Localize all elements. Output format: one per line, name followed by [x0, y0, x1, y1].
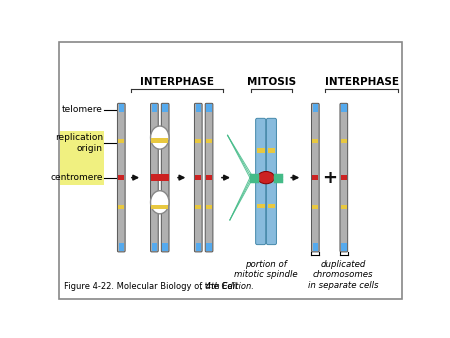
FancyBboxPatch shape: [194, 103, 202, 252]
Bar: [152, 243, 157, 251]
Bar: [162, 205, 168, 209]
Bar: [312, 175, 319, 180]
FancyBboxPatch shape: [266, 180, 276, 245]
Text: replication
origin: replication origin: [55, 133, 103, 153]
Bar: [207, 243, 212, 251]
Bar: [196, 104, 201, 112]
Text: INTERPHASE: INTERPHASE: [324, 77, 399, 87]
Ellipse shape: [151, 126, 169, 149]
Bar: [162, 243, 168, 251]
Bar: [118, 205, 124, 209]
FancyBboxPatch shape: [340, 103, 348, 252]
Bar: [206, 139, 212, 143]
Text: telomere: telomere: [62, 105, 103, 114]
Text: +: +: [322, 169, 337, 187]
Bar: [151, 205, 158, 209]
Bar: [151, 204, 168, 209]
Bar: [162, 139, 168, 143]
Bar: [60, 131, 104, 185]
FancyBboxPatch shape: [311, 103, 319, 252]
FancyBboxPatch shape: [256, 118, 266, 183]
Bar: [151, 138, 168, 143]
Bar: [257, 204, 265, 209]
Ellipse shape: [151, 191, 169, 214]
Text: MITOSIS: MITOSIS: [247, 77, 296, 87]
FancyBboxPatch shape: [256, 180, 266, 245]
Bar: [151, 175, 158, 180]
Bar: [313, 104, 318, 112]
FancyBboxPatch shape: [161, 103, 169, 252]
Bar: [341, 205, 347, 209]
Text: INTERPHASE: INTERPHASE: [140, 77, 214, 87]
Text: Figure 4-22. Molecular Biology of the Cell: Figure 4-22. Molecular Biology of the Ce…: [63, 282, 237, 291]
Text: centromere: centromere: [50, 173, 103, 182]
Text: portion of
mitotic spindle: portion of mitotic spindle: [234, 260, 298, 280]
FancyBboxPatch shape: [117, 103, 125, 252]
Bar: [151, 174, 169, 182]
Bar: [341, 104, 346, 112]
Bar: [195, 205, 201, 209]
Bar: [313, 243, 318, 251]
FancyBboxPatch shape: [266, 118, 276, 183]
Bar: [162, 175, 168, 180]
Bar: [119, 243, 124, 251]
Bar: [196, 243, 201, 251]
Bar: [195, 139, 201, 143]
Text: , 4th Edition.: , 4th Edition.: [63, 282, 253, 291]
Bar: [206, 205, 212, 209]
Ellipse shape: [257, 171, 274, 184]
FancyBboxPatch shape: [151, 103, 158, 252]
Bar: [341, 175, 347, 180]
Bar: [118, 139, 124, 143]
Bar: [312, 205, 319, 209]
Bar: [268, 148, 275, 153]
Bar: [152, 104, 157, 112]
Bar: [195, 175, 201, 180]
Bar: [207, 104, 212, 112]
Bar: [119, 104, 124, 112]
Bar: [118, 175, 124, 180]
Bar: [162, 104, 168, 112]
Bar: [312, 139, 319, 143]
Bar: [341, 139, 347, 143]
Text: duplicated
chromosomes
in separate cells: duplicated chromosomes in separate cells: [308, 260, 378, 290]
Bar: [206, 175, 212, 180]
Bar: [268, 204, 275, 209]
Bar: [341, 243, 346, 251]
FancyBboxPatch shape: [205, 103, 213, 252]
Bar: [151, 139, 158, 143]
Bar: [257, 148, 265, 153]
